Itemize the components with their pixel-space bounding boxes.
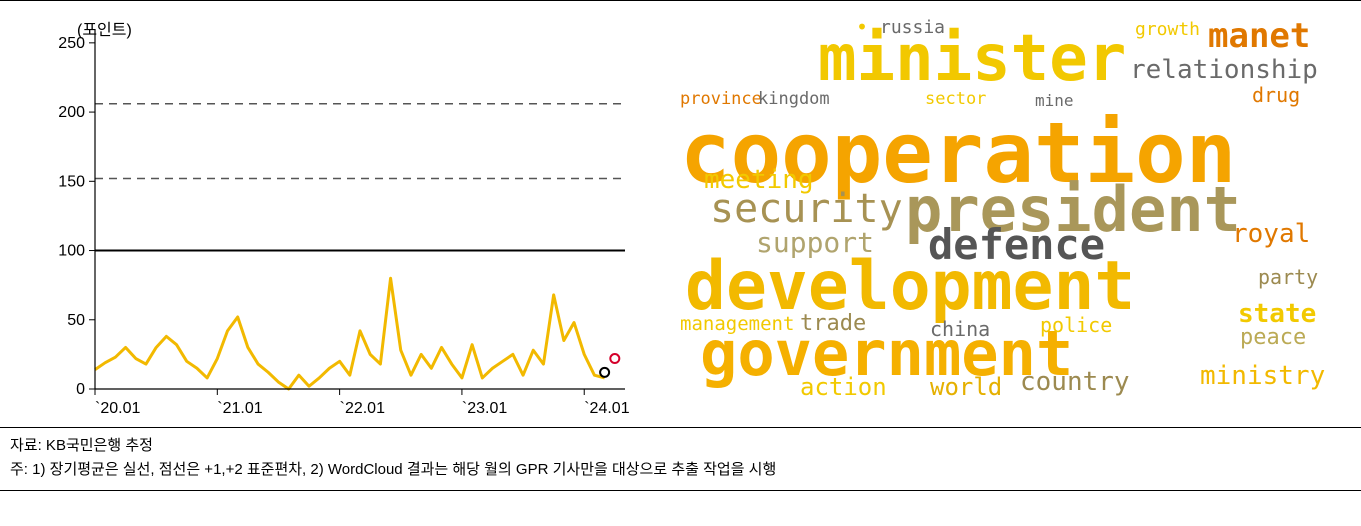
wordcloud-word: drug (1252, 85, 1300, 105)
y-axis-unit: (포인트) (77, 21, 132, 39)
wordcloud-word: mine (1035, 93, 1074, 109)
wordcloud-word: manet (1208, 19, 1310, 53)
wordcloud-word: party (1258, 267, 1318, 287)
wordcloud-word: ministry (1200, 363, 1325, 389)
line-chart-svg: (포인트) 0 50 100 150 200 250 `20.01 `21.01 `22.01 `2… (40, 19, 640, 419)
y-tick-label: 150 (58, 173, 85, 190)
x-tick-label: `23.01 (462, 400, 507, 417)
wordcloud-word: sector (925, 91, 986, 108)
wordcloud-word: state (1238, 301, 1316, 327)
wordcloud-word: meeting (704, 167, 814, 193)
wordcloud-word: province (680, 91, 762, 108)
y-tick-label: 50 (67, 312, 85, 329)
wordcloud-word: growth (1135, 21, 1200, 39)
wordcloud-word: peace (1240, 327, 1306, 349)
highlight-marker (610, 354, 619, 363)
wordcloud-word: • (856, 17, 868, 37)
highlight-marker (600, 368, 609, 377)
y-tick-label: 0 (76, 381, 85, 398)
wordcloud-word: action (800, 375, 887, 399)
note-line: 주: 1) 장기평균은 실선, 점선은 +1,+2 표준편차, 2) WordC… (10, 458, 1351, 482)
wordcloud-word: china (930, 319, 990, 339)
series-line (95, 278, 605, 389)
wordcloud-word: russia (880, 19, 945, 37)
y-tick-label: 200 (58, 104, 85, 121)
wordcloud-word: relationship (1130, 57, 1318, 83)
wordcloud-word: support (756, 229, 874, 257)
panels-row: (포인트) 0 50 100 150 200 250 `20.01 `21.01 `22.01 `2… (0, 1, 1361, 427)
wordcloud-word: management (680, 315, 794, 334)
wordcloud-word: world (930, 375, 1002, 399)
wordcloud-word: police (1040, 315, 1112, 335)
x-tick-label: `20.01 (95, 400, 140, 417)
wordcloud-word: security (710, 189, 903, 229)
wordcloud-word: kingdom (758, 91, 830, 108)
x-tick-label: `24.01 (584, 400, 629, 417)
source-line: 자료: KB국민은행 추정 (10, 434, 1351, 458)
y-tick-label: 100 (58, 243, 85, 260)
figure-footer: 자료: KB국민은행 추정 주: 1) 장기평균은 실선, 점선은 +1,+2 … (0, 427, 1361, 490)
x-tick-label: `22.01 (340, 400, 385, 417)
figure-container: (포인트) 0 50 100 150 200 250 `20.01 `21.01 `22.01 `2… (0, 0, 1361, 491)
y-tick-label: 250 (58, 35, 85, 52)
wordcloud-panel: cooperationministerpresidentdevelopmentg… (680, 19, 1331, 419)
wordcloud-word: royal (1232, 221, 1310, 247)
x-tick-label: `21.01 (217, 400, 262, 417)
line-chart-panel: (포인트) 0 50 100 150 200 250 `20.01 `21.01 `22.01 `2… (40, 19, 640, 419)
wordcloud-word: defence (928, 224, 1105, 266)
wordcloud-word: trade (800, 313, 866, 335)
wordcloud-word: country (1020, 369, 1130, 395)
